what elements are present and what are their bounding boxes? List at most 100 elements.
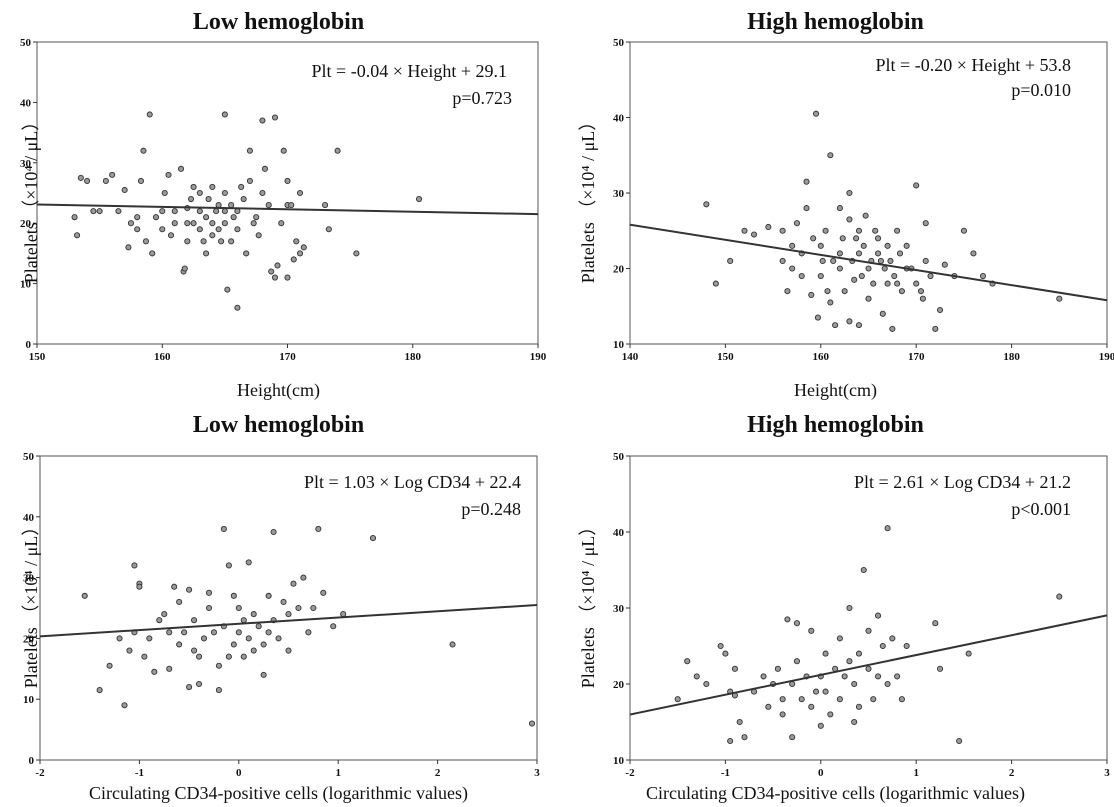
data-point	[836, 635, 843, 642]
data-point	[779, 696, 786, 703]
data-point	[159, 208, 166, 215]
data-point	[285, 611, 292, 618]
x-axis-label: Circulating CD34-positive cells (logarit…	[89, 783, 468, 803]
data-point	[956, 737, 963, 745]
x-tick-label: 160	[813, 351, 830, 363]
x-tick-label: 3	[1104, 767, 1110, 779]
data-point	[765, 223, 772, 231]
data-point	[275, 635, 282, 642]
data-point	[215, 687, 222, 694]
data-point	[808, 627, 815, 634]
data-point	[225, 562, 232, 569]
data-point	[171, 583, 178, 590]
data-point	[877, 257, 884, 265]
data-point	[265, 592, 272, 599]
data-point	[140, 147, 147, 154]
data-point	[922, 257, 929, 265]
data-point	[853, 235, 860, 242]
data-point	[855, 227, 863, 234]
data-point	[245, 635, 252, 642]
y-tick-label: 30	[613, 188, 625, 200]
data-point	[862, 212, 869, 219]
data-point	[808, 703, 815, 710]
scatter-plot: 150 160 170 180 190 0 10 20 30 40 50	[20, 37, 547, 363]
data-point	[889, 635, 896, 642]
data-point	[196, 189, 203, 197]
data-point	[836, 205, 843, 212]
regression-equation: Plt = 2.61 × Log CD34 + 21.2	[854, 472, 1071, 492]
data-point	[161, 611, 168, 618]
y-tick-label: 10	[613, 755, 625, 767]
data-point	[166, 665, 173, 672]
data-point	[860, 242, 867, 249]
data-point	[225, 653, 232, 660]
data-point	[1056, 593, 1063, 600]
data-point	[874, 612, 882, 619]
data-point	[209, 232, 216, 239]
chart-title: High hemoglobin	[747, 412, 924, 438]
data-point	[213, 208, 220, 215]
data-point	[369, 535, 377, 542]
data-point	[874, 673, 882, 680]
x-tick-label: 1	[913, 767, 919, 779]
x-tick-label: 150	[29, 351, 46, 363]
y-tick-label: 40	[20, 97, 32, 109]
data-point	[228, 202, 235, 209]
data-point	[102, 177, 109, 184]
data-point	[240, 653, 247, 660]
data-point	[240, 195, 247, 203]
data-point	[230, 641, 237, 648]
chart-title: High hemoglobin	[747, 9, 924, 35]
data-point	[822, 650, 829, 657]
x-tick-label: 0	[818, 767, 824, 779]
data-point	[115, 208, 122, 215]
data-point	[727, 257, 734, 265]
data-point	[836, 696, 843, 703]
data-point	[209, 183, 216, 191]
data-point	[146, 111, 153, 118]
data-point	[230, 214, 237, 221]
data-point	[922, 220, 929, 227]
data-point	[330, 623, 337, 630]
chart-panel-high-hb-height: High hemoglobin 140 150 160 170 180 190 10 20 30…	[557, 0, 1114, 403]
chart-panel-low-hb-height: Low hemoglobin 150 160 170 180 190 0 10 20 30 40 5…	[0, 0, 557, 403]
y-tick-label: 40	[613, 527, 625, 539]
data-point	[858, 272, 865, 280]
data-point	[205, 589, 213, 596]
data-point	[142, 238, 150, 245]
data-point	[121, 702, 128, 709]
data-point	[839, 235, 846, 242]
data-point	[917, 288, 925, 295]
data-point	[186, 586, 193, 593]
regression-line	[629, 614, 1108, 716]
data-point	[134, 226, 141, 233]
data-point	[196, 226, 203, 233]
data-point	[200, 238, 207, 245]
data-point	[215, 226, 222, 233]
data-point	[340, 611, 347, 618]
data-point	[195, 653, 203, 660]
data-point	[741, 734, 748, 741]
data-point	[141, 653, 148, 660]
data-point	[822, 227, 829, 234]
data-point	[106, 662, 113, 669]
data-point	[703, 680, 710, 688]
regression-line	[629, 223, 1108, 302]
data-point	[841, 288, 848, 295]
regression-equation: Plt = 1.03 × Log CD34 + 22.4	[304, 472, 521, 492]
x-axis-label: Circulating CD34-positive cells (logarit…	[646, 783, 1025, 803]
data-point	[865, 665, 872, 672]
data-point	[894, 673, 901, 680]
data-point	[203, 214, 210, 221]
x-axis-label: Height(cm)	[237, 380, 320, 400]
data-point	[310, 604, 317, 612]
data-point	[259, 117, 266, 124]
data-point	[268, 268, 275, 275]
data-point	[270, 528, 277, 536]
data-point	[846, 604, 853, 612]
data-point	[874, 235, 882, 242]
y-tick-label: 40	[23, 512, 35, 524]
data-point	[305, 629, 312, 636]
chart-title: Low hemoglobin	[192, 9, 365, 35]
data-point	[887, 257, 894, 265]
